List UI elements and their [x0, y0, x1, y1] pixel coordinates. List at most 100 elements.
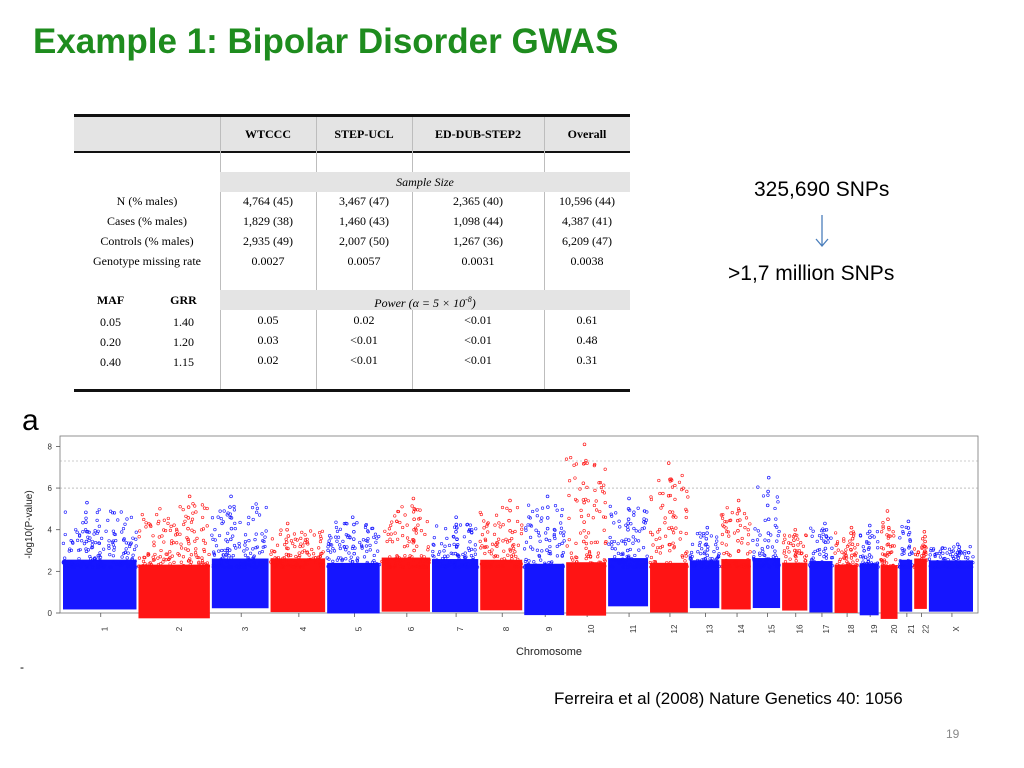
snp-point — [906, 558, 910, 563]
snp-point — [480, 565, 484, 569]
snp-point — [944, 565, 948, 569]
snp-point — [756, 485, 760, 489]
snp-point — [610, 514, 614, 518]
snp-peak-point — [793, 548, 797, 553]
snp-point — [352, 565, 356, 569]
snp-point — [945, 551, 949, 555]
snp-point — [598, 509, 602, 514]
snp-point — [588, 560, 593, 565]
snp-point — [357, 565, 361, 569]
snp-point — [881, 520, 885, 525]
snp-point — [742, 511, 747, 516]
snp-peak-point — [793, 553, 798, 558]
x-tick-label: 8 — [502, 626, 511, 631]
snp-point — [714, 564, 718, 569]
snp-point — [451, 534, 455, 539]
snp-point — [491, 560, 495, 564]
snp-point — [967, 551, 971, 555]
snp-point — [184, 547, 188, 551]
snp-point — [731, 562, 735, 566]
snp-point — [586, 499, 590, 503]
snp-point — [621, 560, 625, 564]
snp-point — [222, 565, 227, 569]
snp-peak-point — [352, 530, 356, 534]
snp-point — [401, 564, 405, 569]
snp-point — [227, 564, 231, 568]
snp-point — [624, 523, 628, 527]
snp-point — [261, 545, 265, 549]
snp-point — [468, 540, 472, 544]
snp-point — [210, 533, 214, 537]
snp-point — [829, 556, 834, 560]
snp-point — [900, 547, 904, 551]
snp-point — [148, 561, 152, 565]
snp-point — [179, 542, 183, 546]
snp-point — [557, 543, 561, 547]
snp-point — [447, 560, 452, 564]
snp-point — [452, 542, 456, 546]
snp-point — [435, 558, 439, 562]
snp-peak-point — [286, 552, 291, 557]
snp-point — [649, 497, 654, 502]
snp-point — [963, 552, 967, 556]
snp-point — [834, 543, 838, 547]
snp-point — [782, 533, 787, 537]
x-tick-label: 10 — [587, 624, 596, 633]
snp-point — [109, 509, 113, 513]
snp-point — [219, 561, 223, 565]
snp-peak-point — [824, 552, 828, 557]
snp-point — [263, 535, 267, 539]
snp-point — [126, 551, 130, 555]
snp-point — [461, 564, 465, 568]
snp-point — [445, 536, 449, 540]
snp-point — [497, 537, 501, 541]
snp-point — [798, 565, 802, 569]
snp-point — [516, 565, 520, 569]
snp-peak-point — [508, 498, 512, 503]
snp-point — [685, 565, 689, 569]
snp-peak-point — [824, 534, 829, 538]
snp-point — [699, 535, 703, 539]
snp-point — [572, 463, 576, 467]
snp-point — [880, 530, 884, 534]
snp-point — [174, 533, 178, 537]
snp-point — [347, 551, 351, 555]
snp-point — [449, 551, 453, 555]
snp-point — [79, 565, 83, 569]
snp-point — [654, 537, 658, 542]
snp-point — [485, 559, 489, 564]
snp-point — [272, 565, 276, 569]
snp-point — [348, 565, 353, 569]
snp-point — [456, 542, 460, 547]
snp-point — [389, 523, 393, 528]
snp-point — [530, 565, 535, 569]
snp-point — [401, 533, 405, 538]
snp-point — [796, 543, 800, 547]
snp-point — [396, 509, 400, 514]
snp-point — [270, 558, 274, 562]
snp-point — [602, 483, 606, 487]
power-cell: <0.01 — [464, 333, 492, 347]
snp-point — [220, 564, 224, 568]
snp-point — [202, 506, 207, 510]
snp-point — [701, 532, 706, 536]
snp-point — [727, 534, 731, 538]
snp-point — [527, 559, 531, 563]
snp-peak-point — [454, 522, 459, 527]
snp-point — [70, 563, 74, 568]
snp-point — [901, 530, 905, 534]
sample-cell: 2,007 (50) — [339, 234, 389, 248]
x-tick-label: 2 — [175, 626, 184, 631]
snp-peak-point — [582, 520, 586, 524]
snp-point — [866, 557, 870, 561]
snp-point — [242, 549, 246, 553]
snp-point — [822, 528, 826, 532]
snp-point — [361, 538, 366, 542]
snp-point — [407, 540, 411, 544]
snp-point — [395, 519, 399, 523]
snp-point — [500, 564, 504, 568]
snp-point — [134, 544, 138, 548]
power-cell: 0.48 — [576, 333, 598, 347]
snp-point — [567, 493, 571, 498]
snp-peak-point — [736, 528, 740, 533]
